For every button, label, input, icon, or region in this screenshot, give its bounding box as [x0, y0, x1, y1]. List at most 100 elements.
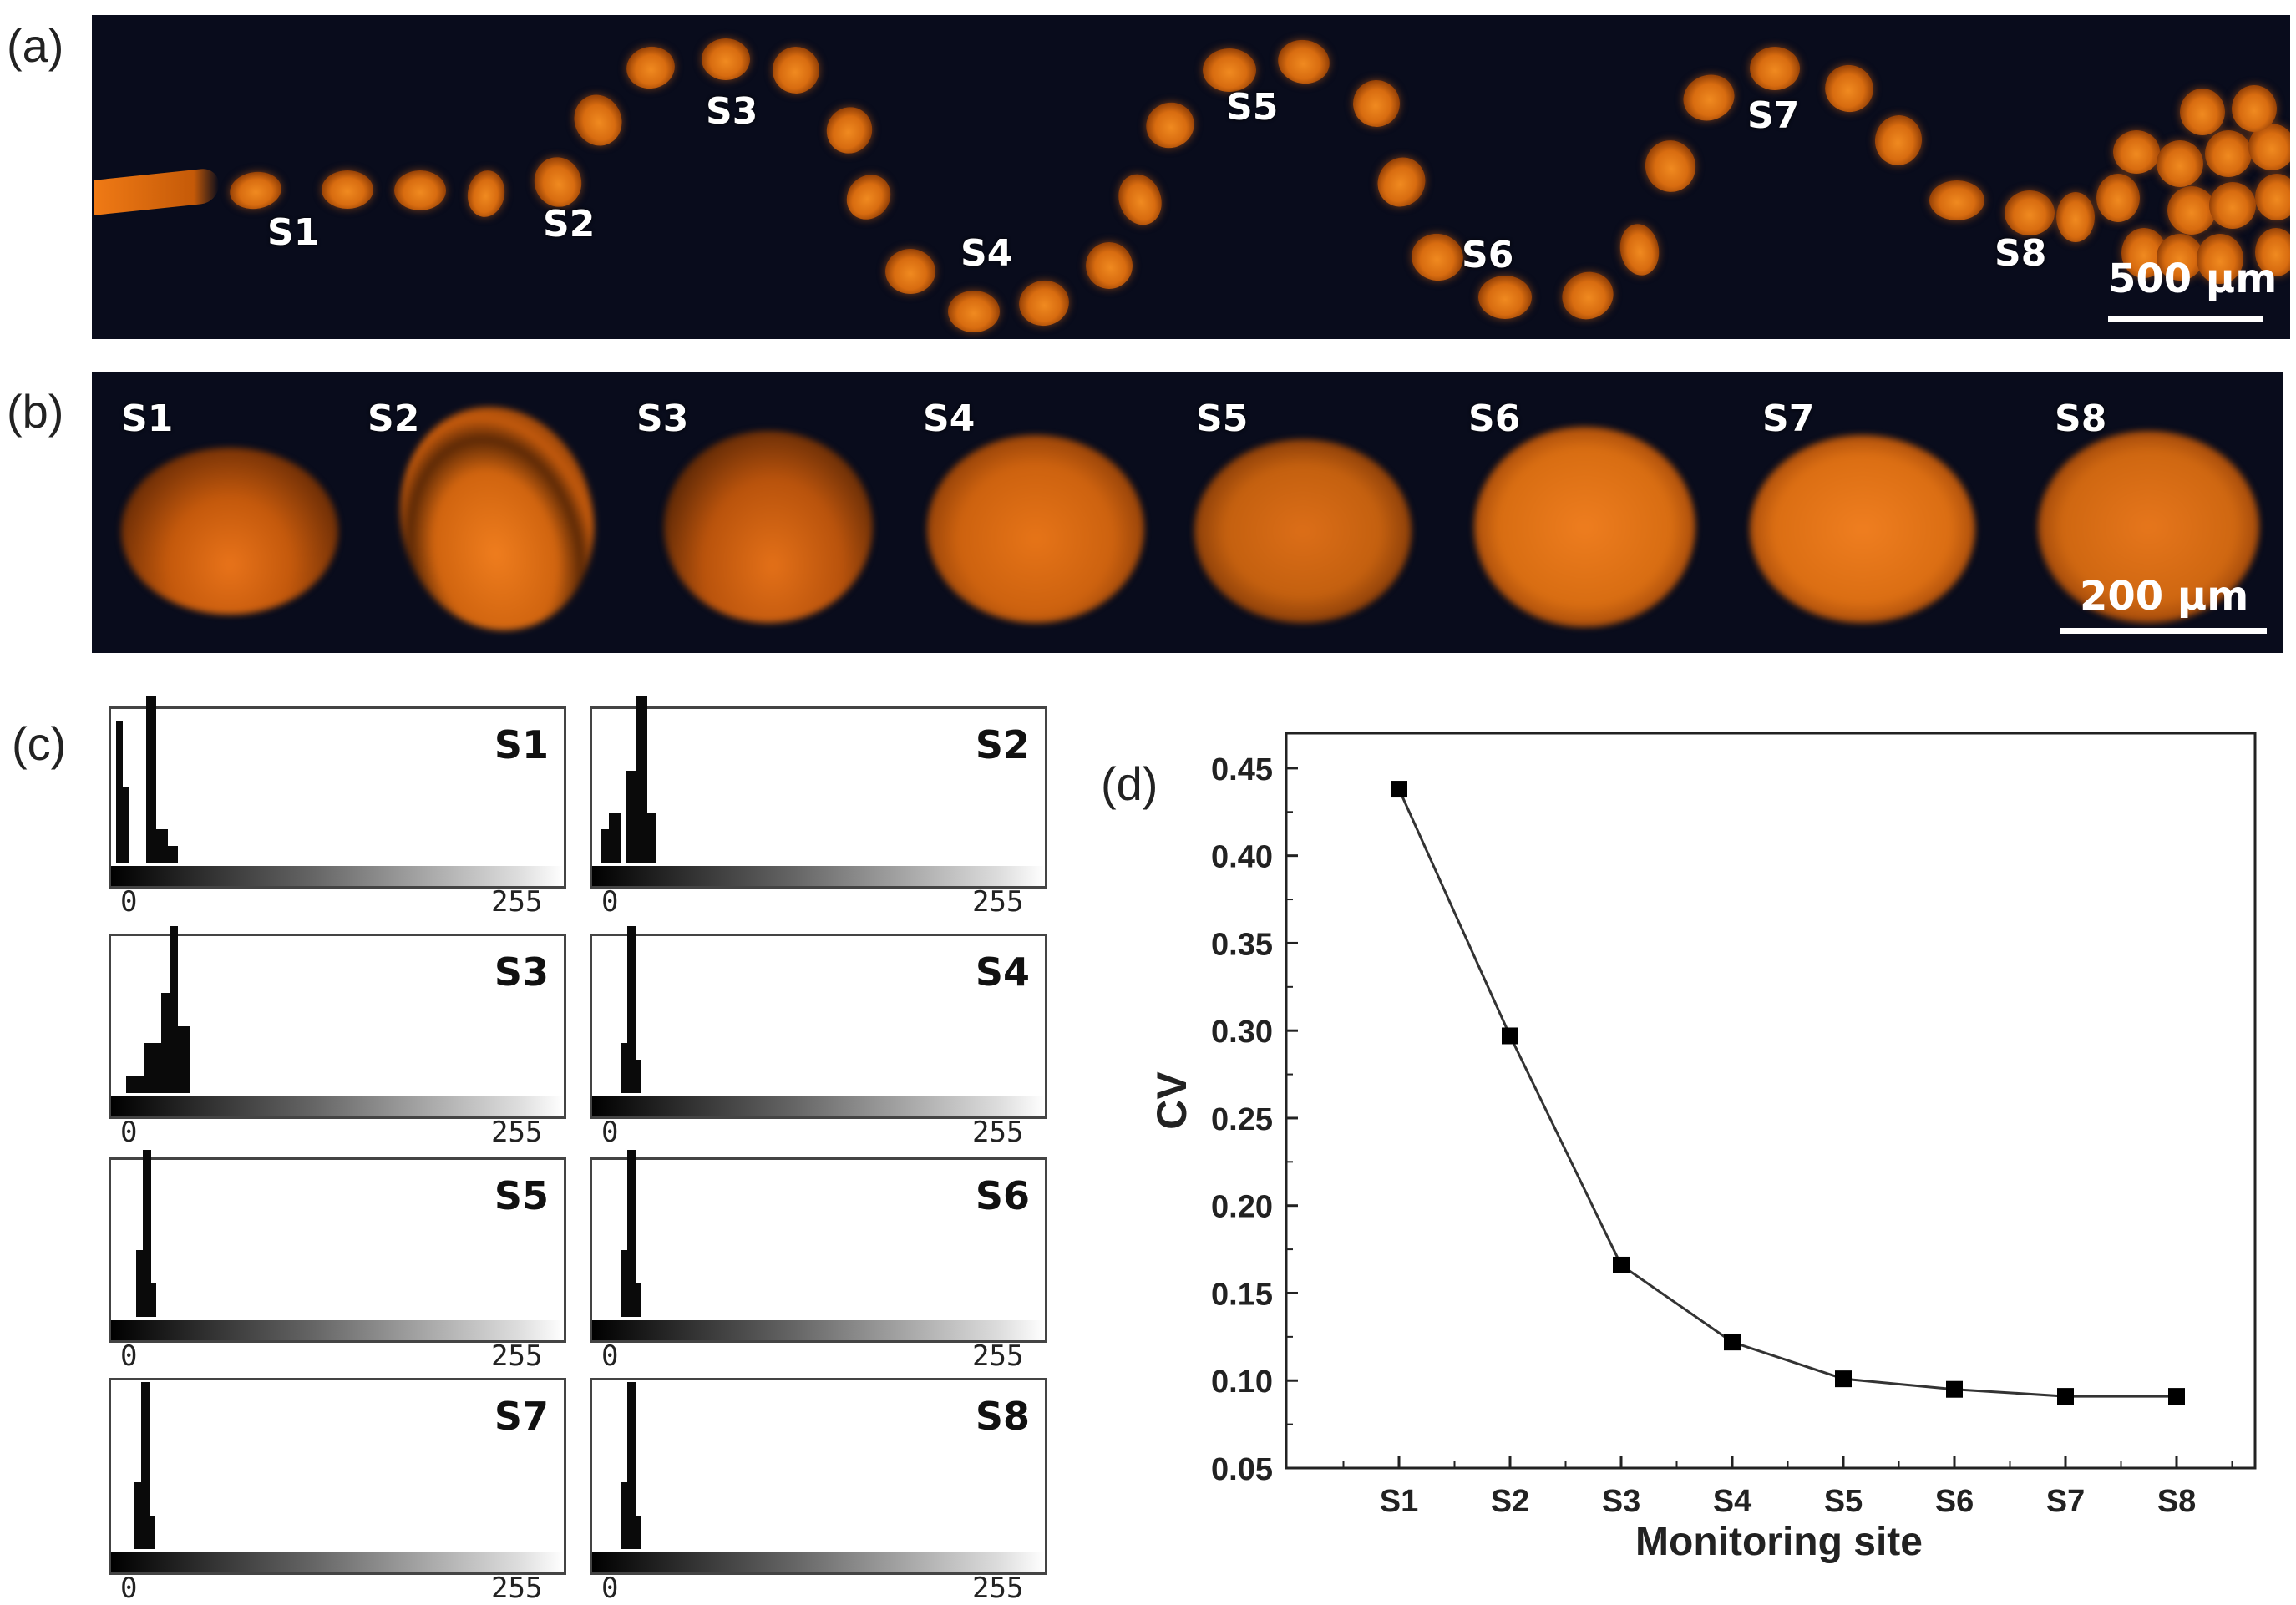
histogram-axis-min: 0 — [601, 885, 619, 919]
histogram-peak — [621, 1043, 629, 1093]
histogram-peak — [136, 1250, 144, 1317]
droplet — [2167, 186, 2216, 235]
droplet — [1929, 180, 1984, 220]
droplet — [2113, 130, 2160, 174]
histogram-peak — [148, 1516, 155, 1549]
droplet-s1 — [121, 448, 338, 615]
histogram-s1: S1 — [109, 696, 566, 889]
site-label-s4: S4 — [960, 232, 1013, 275]
droplet — [2056, 192, 2095, 242]
droplet — [2005, 190, 2055, 235]
histogram-label: S1 — [494, 722, 549, 767]
histogram-peak — [146, 696, 156, 863]
x-axis-ticks: S1 S2 S3 S4 S5 S6 S7 S8 — [1342, 1456, 2233, 1519]
droplet — [1478, 276, 1532, 319]
histogram-peak — [116, 721, 123, 863]
data-point-s5 — [1835, 1370, 1852, 1388]
droplet — [702, 38, 750, 80]
panel-c-label: (c) — [12, 717, 67, 770]
data-point-s7 — [2057, 1388, 2074, 1405]
histogram-s5: S5 — [109, 1150, 566, 1343]
droplet — [1871, 111, 1926, 170]
droplet — [1615, 220, 1664, 279]
y-tick-label: 0.45 — [1211, 752, 1273, 787]
cv-series-line — [1397, 788, 2177, 1398]
droplet — [2180, 89, 2225, 135]
site-label-b-s2: S2 — [367, 397, 420, 440]
histogram-axis-min: 0 — [120, 1339, 138, 1373]
histogram-peak — [144, 1043, 161, 1093]
droplet — [1555, 265, 1620, 327]
histogram-s2: S2 — [590, 696, 1047, 889]
histogram-s4: S4 — [590, 926, 1047, 1119]
histogram-peak — [627, 926, 636, 1093]
histogram-peak — [621, 1482, 629, 1549]
intensity-gradient-bar — [592, 1552, 1045, 1572]
droplet — [2197, 234, 2243, 284]
droplet — [565, 87, 631, 154]
y-axis-ticks: 0.05 0.10 0.15 0.20 0.25 0.30 0.35 0.40 0.45 — [1211, 752, 1298, 1487]
histogram-peak — [627, 1150, 636, 1317]
histogram-label: S8 — [975, 1394, 1030, 1439]
data-point-s1 — [1391, 781, 1407, 798]
intensity-gradient-bar — [592, 866, 1045, 886]
y-axis-label: CV — [1148, 1071, 1195, 1130]
x-axis-label: Monitoring site — [1635, 1520, 1923, 1564]
site-label-b-s8: S8 — [2055, 397, 2107, 440]
histogram-peak — [634, 1060, 641, 1093]
droplet-s6 — [1474, 427, 1695, 627]
y-tick-label: 0.15 — [1211, 1277, 1273, 1312]
x-tick-label: S1 — [1380, 1484, 1418, 1519]
x-tick-label: S5 — [1824, 1484, 1863, 1519]
y-tick-label: 0.40 — [1211, 840, 1273, 875]
histogram-axis-max: 255 — [972, 885, 1024, 919]
histogram-peak — [141, 1382, 150, 1549]
site-label-b-s4: S4 — [923, 397, 976, 440]
droplet — [322, 170, 373, 209]
plot-frame — [1285, 732, 2257, 1470]
histogram-peak — [150, 1283, 156, 1317]
cv-series-markers — [1391, 781, 2185, 1405]
panel-b-micrograph: S1 S2 S3 S4 S5 S6 S7 S8 200 μm — [92, 372, 2283, 653]
panel-a-micrograph: S1 S2 S3 S4 S5 S6 S7 S8 500 μm — [92, 15, 2290, 339]
droplet — [1111, 168, 1169, 231]
y-tick-label: 0.20 — [1211, 1190, 1273, 1225]
histogram-peak — [121, 787, 129, 863]
intensity-gradient-bar — [111, 1320, 564, 1340]
intensity-gradient-bar — [111, 866, 564, 886]
droplet — [1203, 48, 1256, 92]
site-label-b-s5: S5 — [1196, 397, 1249, 440]
y-tick-label: 0.35 — [1211, 927, 1273, 962]
histogram-label: S3 — [494, 949, 549, 995]
panel-a-label: (a) — [7, 19, 64, 72]
site-label-s1: S1 — [267, 211, 320, 254]
histogram-peak — [634, 1283, 641, 1317]
histogram-label: S2 — [975, 722, 1030, 767]
droplet — [1407, 230, 1467, 285]
droplet — [818, 99, 881, 162]
histogram-peak — [627, 1382, 636, 1549]
histogram-axis-max: 255 — [972, 1116, 1024, 1149]
y-tick-label: 0.10 — [1211, 1365, 1273, 1400]
droplet — [2255, 228, 2290, 276]
data-point-s3 — [1613, 1256, 1630, 1273]
site-label-b-s1: S1 — [121, 397, 174, 440]
site-label-s2: S2 — [543, 203, 596, 246]
histogram-label: S6 — [975, 1173, 1030, 1218]
droplet — [623, 43, 678, 93]
droplet — [1638, 133, 1703, 200]
histogram-peak — [166, 846, 178, 863]
histogram-s7: S7 — [109, 1378, 566, 1575]
y-tick-label: 0.25 — [1211, 1102, 1273, 1137]
cv-chart: 0.050.100.150.200.250.300.350.400.45 S1 S… — [1148, 732, 2257, 1564]
histogram-axis-max: 255 — [491, 885, 543, 919]
scalebar-a-text: 500 μm — [2108, 256, 2278, 302]
droplet — [837, 165, 900, 229]
histogram-label: S7 — [494, 1394, 549, 1439]
histogram-peak — [178, 1026, 190, 1093]
histogram-s6: S6 — [590, 1150, 1047, 1343]
droplet — [2096, 174, 2140, 222]
y-tick-label: 0.05 — [1211, 1452, 1273, 1487]
scalebar-b-text: 200 μm — [2080, 573, 2249, 620]
droplet-s5 — [1194, 439, 1412, 623]
